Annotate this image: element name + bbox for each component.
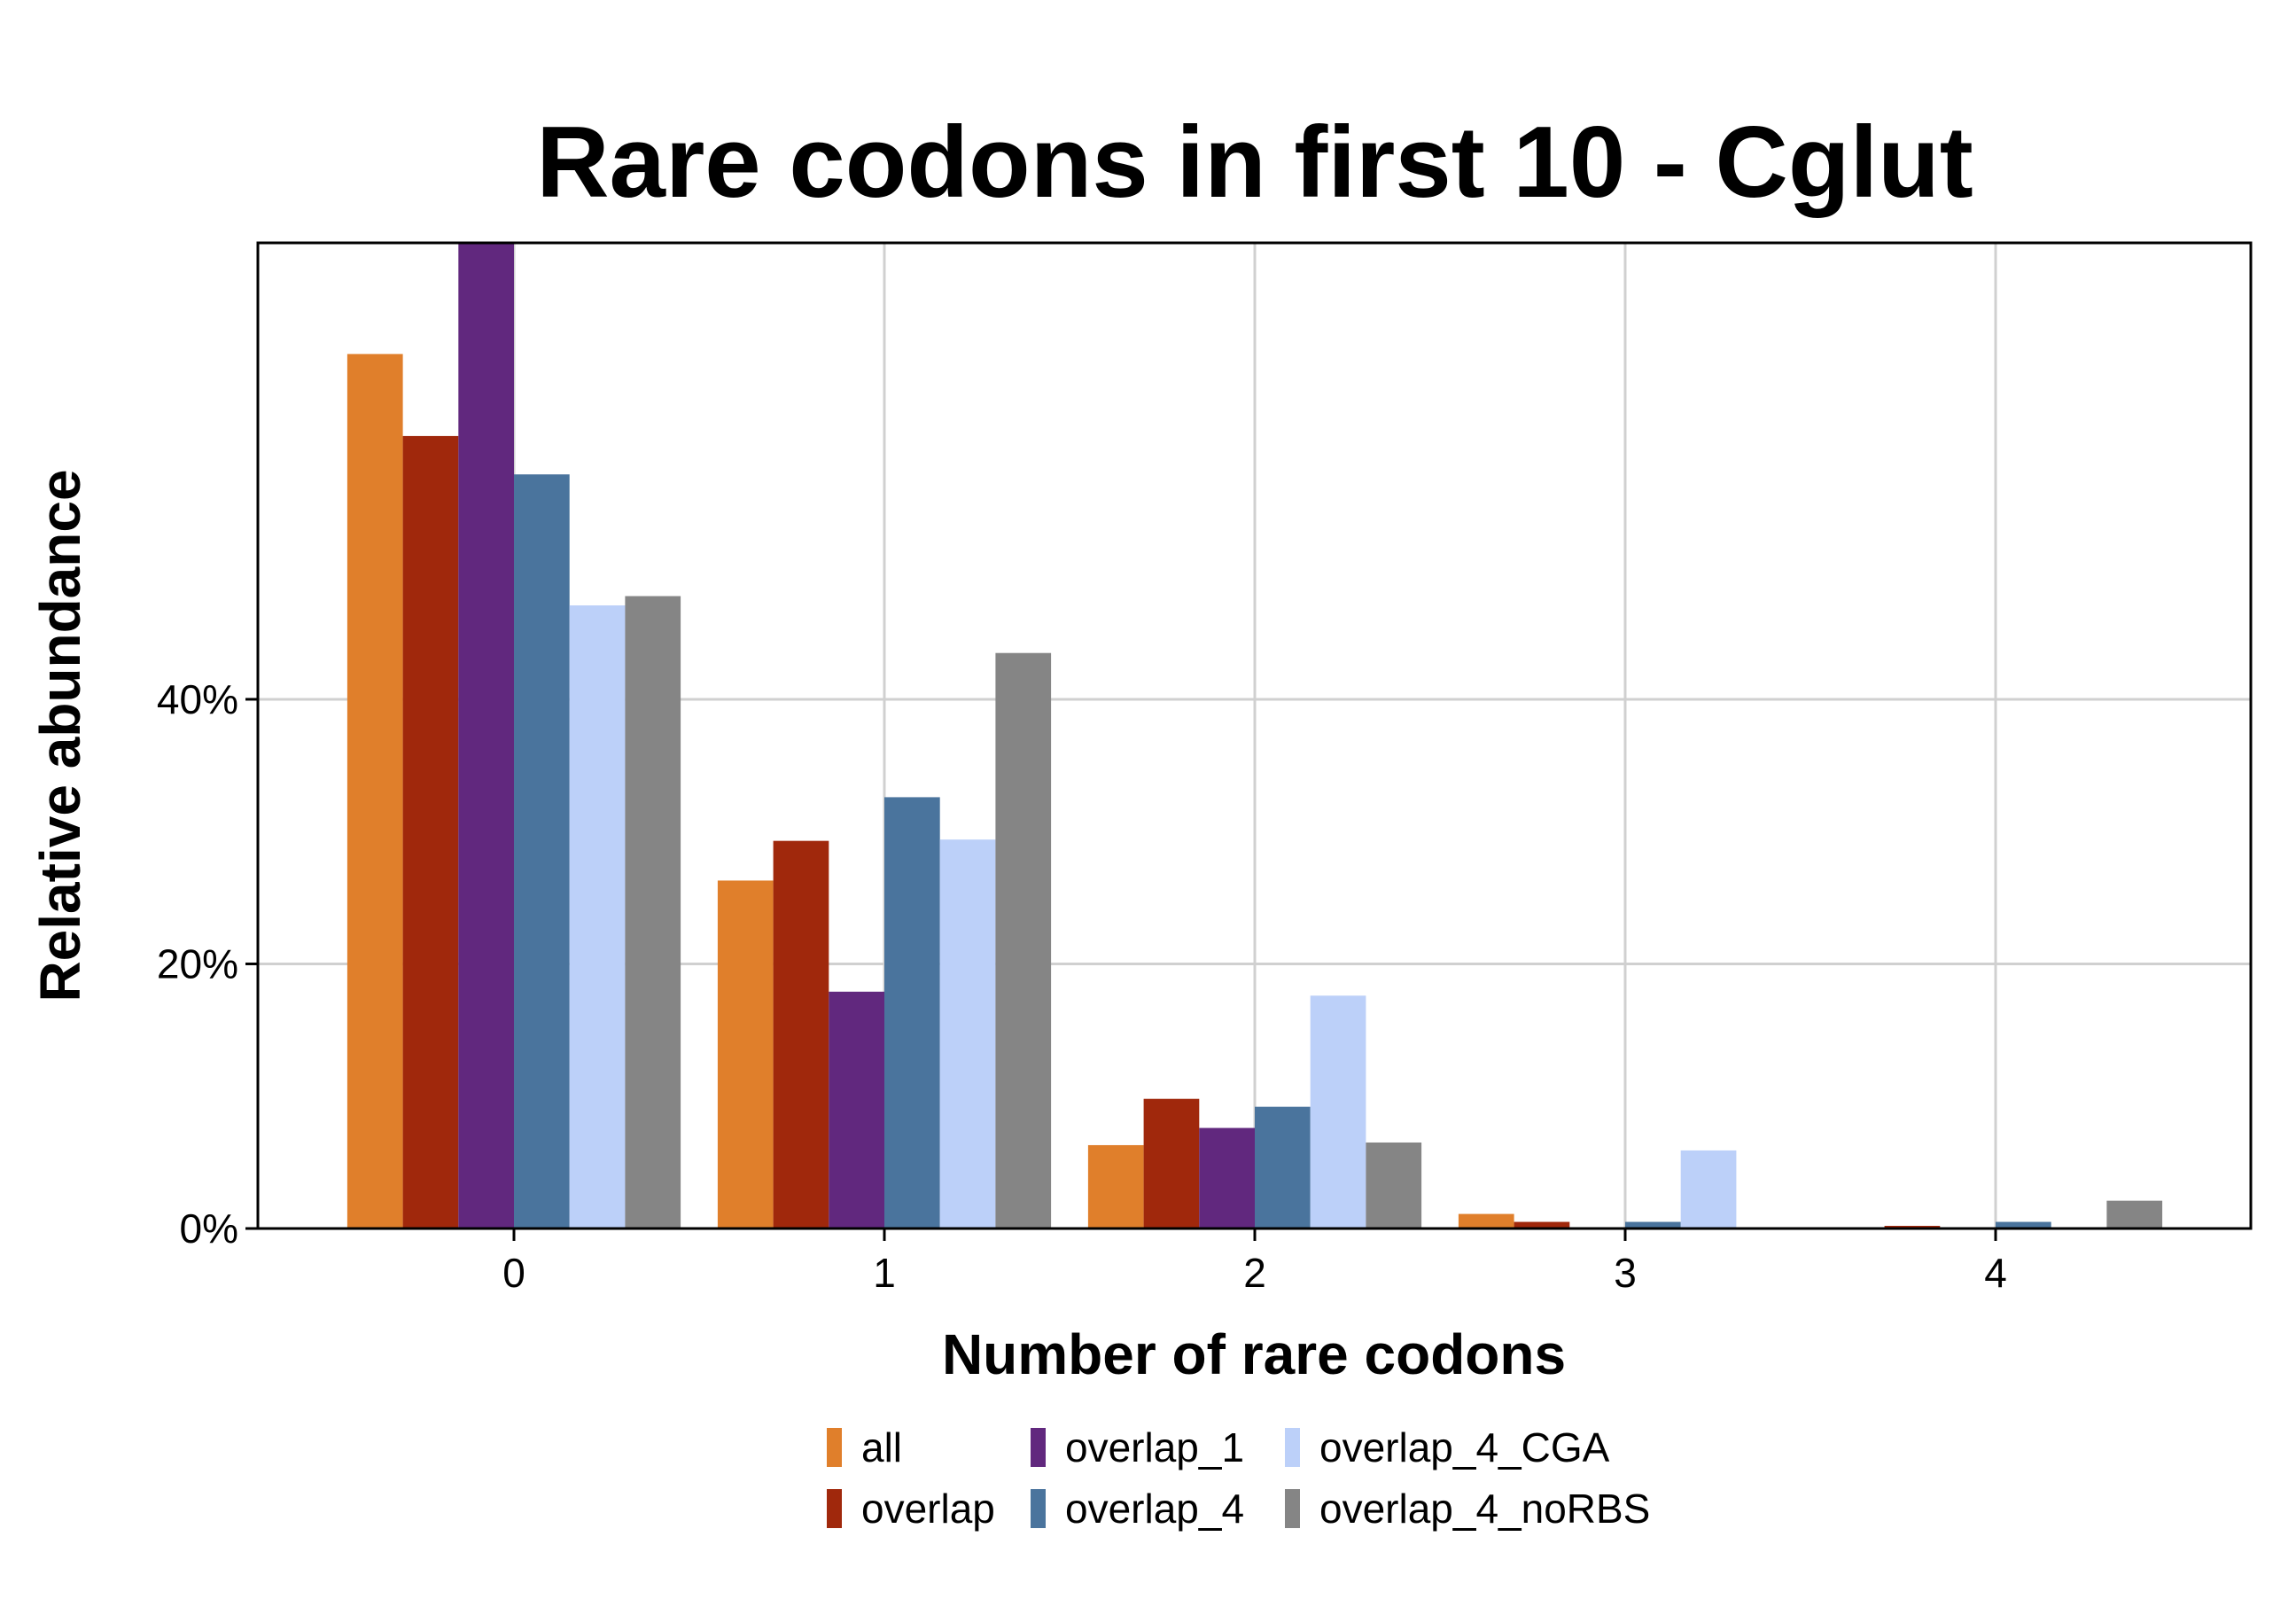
- legend-swatch: [1285, 1489, 1300, 1528]
- bar-all-1: [717, 880, 774, 1228]
- bar-overlap-4-4: [1996, 1221, 2051, 1228]
- bar-overlap-1-0: [458, 243, 514, 1228]
- legend-item-overlap-1: overlap_1: [1031, 1424, 1244, 1470]
- bar-overlap-4-noRBS-0: [625, 596, 681, 1228]
- legend-swatch: [827, 1489, 842, 1528]
- x-tick-label: 1: [873, 1250, 896, 1296]
- bars: [346, 243, 2163, 1229]
- bar-overlap-1-2: [1199, 1127, 1255, 1228]
- y-tick-label: 40%: [157, 676, 238, 722]
- axis-ticks: 0 1 2 3 40%20%40%: [157, 676, 2007, 1296]
- y-axis-title: Relative abundance: [28, 469, 92, 1002]
- x-tick-label: 2: [1243, 1250, 1266, 1296]
- bar-overlap-4-noRBS-1: [995, 652, 1052, 1228]
- legend-item-overlap-4-noRBS: overlap_4_noRBS: [1285, 1486, 1650, 1532]
- bar-overlap-3: [1514, 1221, 1570, 1228]
- legend-swatch: [1031, 1428, 1046, 1467]
- legend-swatch: [827, 1428, 842, 1467]
- bar-overlap-4-1: [884, 797, 940, 1228]
- legend-label: overlap: [861, 1486, 995, 1532]
- bar-overlap-4-3: [1625, 1221, 1681, 1228]
- x-axis-title: Number of rare codons: [942, 1322, 1566, 1386]
- bar-overlap-4-CGA-3: [1680, 1150, 1737, 1228]
- legend-item-all: all: [827, 1424, 902, 1470]
- legend-label: overlap_1: [1065, 1424, 1244, 1470]
- x-tick-label: 0: [502, 1250, 525, 1296]
- bar-overlap-0: [402, 435, 459, 1229]
- legend-item-overlap-4: overlap_4: [1031, 1486, 1244, 1532]
- bar-all-2: [1087, 1144, 1144, 1228]
- legend-label: overlap_4_CGA: [1319, 1424, 1610, 1470]
- bar-overlap-4-noRBS-2: [1366, 1142, 1422, 1228]
- bar-overlap-4-CGA-1: [939, 839, 996, 1228]
- legend-item-overlap-4-CGA: overlap_4_CGA: [1285, 1424, 1610, 1470]
- legend: all overlap overlap_1 overlap_4 overlap_4_CG…: [827, 1424, 1650, 1532]
- bar-all-0: [346, 354, 403, 1228]
- legend-label: all: [861, 1424, 902, 1470]
- bar-all-3: [1458, 1213, 1514, 1228]
- bar-overlap-1-1: [829, 991, 884, 1228]
- bar-overlap-4-2: [1255, 1106, 1311, 1228]
- legend-item-overlap: overlap: [827, 1486, 995, 1532]
- legend-swatch: [1031, 1489, 1046, 1528]
- legend-swatch: [1285, 1428, 1300, 1467]
- legend-label: overlap_4_noRBS: [1319, 1486, 1650, 1532]
- chart-title: Rare codons in first 10 - Cglut: [536, 106, 1973, 219]
- x-tick-label: 3: [1614, 1250, 1637, 1296]
- y-tick-label: 0%: [180, 1205, 238, 1252]
- bar-overlap-2: [1143, 1098, 1200, 1228]
- x-tick-label: 4: [1984, 1250, 2007, 1296]
- y-tick-label: 20%: [157, 940, 238, 987]
- bar-overlap-4-CGA-0: [569, 604, 626, 1228]
- legend-label: overlap_4: [1065, 1486, 1244, 1532]
- bar-overlap-4-CGA-2: [1310, 995, 1366, 1228]
- bar-overlap-4-noRBS-4: [2106, 1200, 2163, 1228]
- bar-overlap-4-0: [514, 474, 570, 1228]
- bar-overlap-1: [773, 840, 829, 1228]
